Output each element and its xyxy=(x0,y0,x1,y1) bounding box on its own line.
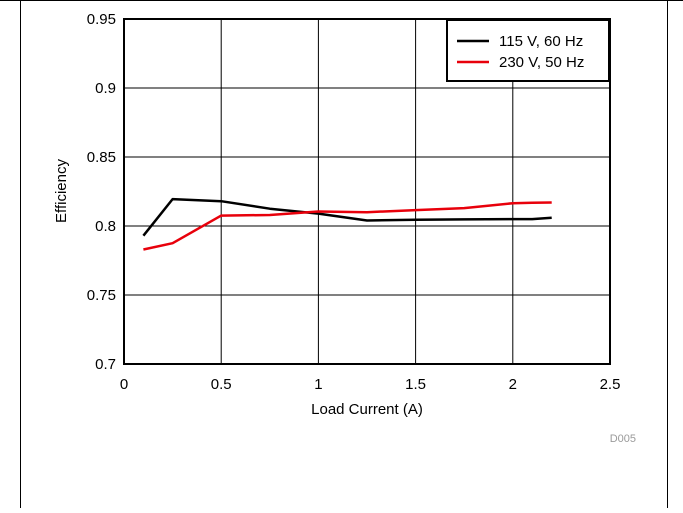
y-tick-label: 0.9 xyxy=(95,80,116,97)
x-tick-labels: 0 0.5 1 1.5 2 2.5 xyxy=(120,376,621,393)
x-tick-label: 1 xyxy=(314,376,322,393)
x-tick-label: 0.5 xyxy=(211,376,232,393)
legend: 115 V, 60 Hz 230 V, 50 Hz xyxy=(446,19,610,82)
y-tick-label: 0.95 xyxy=(87,11,116,28)
y-tick-label: 0.85 xyxy=(87,149,116,166)
y-tick-label: 0.7 xyxy=(95,356,116,373)
legend-box xyxy=(446,19,610,82)
legend-label-230v: 230 V, 50 Hz xyxy=(499,54,584,71)
plot-area-border xyxy=(123,18,611,365)
series-line-1 xyxy=(143,201,552,251)
series-lines xyxy=(142,197,552,251)
y-tick-label: 0.8 xyxy=(95,218,116,235)
x-tick-label: 2.5 xyxy=(600,376,621,393)
x-tick-label: 2 xyxy=(509,376,517,393)
x-axis-label: Load Current (A) xyxy=(311,401,423,418)
x-tick-label: 1.5 xyxy=(405,376,426,393)
x-tick-label: 0 xyxy=(120,376,128,393)
figure-id-annotation: D005 xyxy=(610,433,636,445)
series-line-0 xyxy=(142,197,552,237)
y-tick-label: 0.75 xyxy=(87,287,116,304)
y-tick-labels: 0.7 0.75 0.8 0.85 0.9 0.95 xyxy=(87,11,116,373)
legend-label-115v: 115 V, 60 Hz xyxy=(499,33,583,50)
y-axis-label: Efficiency xyxy=(53,159,70,223)
